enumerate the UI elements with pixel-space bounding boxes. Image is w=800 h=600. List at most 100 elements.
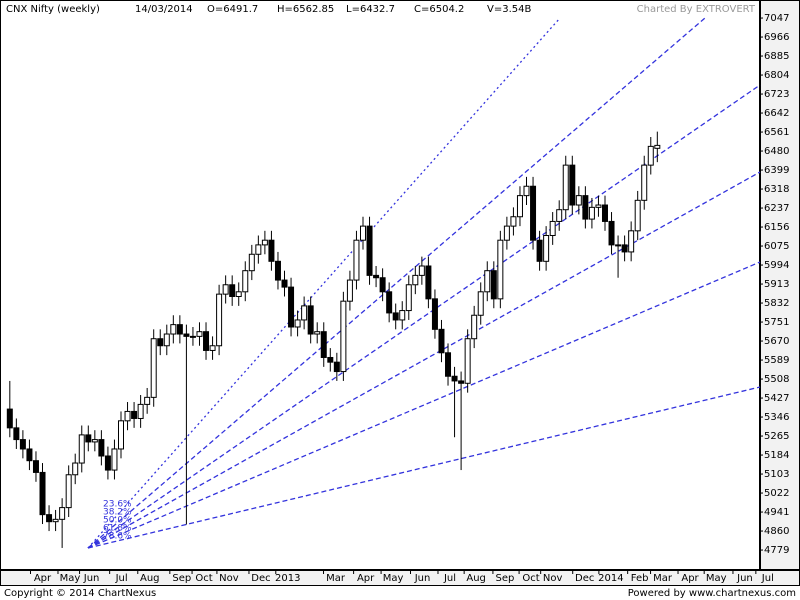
x-tick-label: Aug [140, 573, 160, 584]
candle-body [6, 408, 13, 429]
x-tick-label: Nov [219, 573, 239, 584]
y-tick-label: 5103 [764, 469, 789, 480]
x-tick-label: Mar [326, 573, 346, 584]
y-tick-label: 6561 [764, 127, 789, 138]
candle-body [608, 220, 615, 246]
x-tick-label: Oct [195, 573, 212, 584]
candle-body [196, 331, 203, 337]
y-tick-label: 5346 [764, 412, 789, 423]
candle-body [189, 335, 196, 338]
candle-body [556, 209, 563, 222]
candle-body [294, 319, 301, 328]
candle-body [569, 164, 576, 206]
candle-body [320, 331, 327, 358]
candle-body [333, 361, 340, 373]
candle-body [647, 145, 654, 166]
candle-body [26, 448, 33, 462]
candle-body [268, 239, 275, 262]
candle-body [117, 420, 124, 450]
candle-body [176, 324, 183, 335]
fan-label: 38.2% [103, 508, 132, 518]
candle-body [255, 244, 262, 255]
info-open: O=6491.7 [207, 4, 258, 15]
candle-body [209, 345, 216, 351]
candle-body [340, 300, 347, 373]
y-tick-label: 7047 [764, 13, 789, 24]
info-close: C=6504.2 [414, 4, 464, 15]
candle-body [137, 403, 144, 419]
x-tick-label: Feb [631, 573, 649, 584]
candle-body [510, 216, 517, 227]
candle-body [144, 396, 151, 405]
y-tick-label: 6966 [764, 32, 789, 43]
candle-body [562, 164, 569, 211]
x-tick-label: 2014 [598, 573, 623, 584]
candle-body [386, 291, 393, 314]
y-tick-label: 5589 [764, 355, 789, 366]
candle-body [359, 225, 366, 241]
candle-body [412, 274, 419, 286]
y-tick-label: 5265 [764, 431, 789, 442]
info-volume: V=3.54B [487, 4, 531, 15]
x-tick-label: Mar [653, 573, 673, 584]
footer-right: Powered by www.chartnexus.com [628, 588, 796, 599]
y-tick-label: 4779 [764, 545, 789, 556]
candle-body [530, 185, 537, 241]
x-tick-label: Jul [761, 573, 774, 584]
candle-body [458, 380, 465, 384]
candle-body [346, 279, 353, 302]
candle-body [222, 284, 229, 295]
candle-body [131, 410, 138, 419]
candle-body [503, 225, 510, 241]
candle-body [379, 277, 386, 293]
candle-body [91, 439, 98, 443]
candle-body [628, 230, 635, 253]
x-tick-label: Sep [495, 573, 514, 584]
y-tick-label: 6885 [764, 51, 789, 62]
candle-body [274, 260, 281, 281]
candle-body [588, 206, 595, 220]
candle-body [124, 410, 131, 422]
candles [6, 131, 661, 548]
y-tick-label: 6642 [764, 108, 789, 119]
y-tick-label: 5022 [764, 488, 789, 499]
info-date: 14/03/2014 [135, 4, 193, 15]
x-tick-label: May [60, 573, 81, 584]
y-tick-label: 6804 [764, 70, 789, 81]
candle-body [248, 253, 255, 272]
candle-body [150, 338, 157, 398]
candle-body [373, 274, 380, 279]
candle-body [46, 514, 53, 523]
candle-body [431, 298, 438, 330]
y-tick-label: 6237 [764, 203, 789, 214]
candle-body [582, 195, 589, 220]
candle-body [549, 220, 556, 237]
fan-line [87, 17, 561, 549]
candle-body [39, 471, 46, 516]
x-tick-label: Jun [414, 573, 431, 584]
footer-left: Copyright © 2014 ChartNexus [4, 588, 156, 599]
watermark: Charted By EXTROVERT [637, 4, 756, 15]
y-tick-label: 5751 [764, 317, 789, 328]
candle-body [13, 427, 20, 441]
candle-body [490, 270, 497, 300]
fan-label: 61.8% [103, 524, 132, 534]
candle-body [634, 199, 641, 232]
x-tick-label: Jul [443, 573, 456, 584]
candle-body [314, 331, 321, 335]
x-tick-label: Jun [736, 573, 753, 584]
candle-body [425, 265, 432, 300]
candle-body [59, 507, 66, 520]
candle-body [19, 439, 26, 450]
candle-body [216, 293, 223, 347]
candle-body [405, 284, 412, 312]
candle-body [301, 305, 308, 321]
chart-title: CNX Nifty (weekly) [6, 4, 100, 15]
fan-line [87, 386, 761, 549]
candle-body [621, 244, 628, 253]
x-tick-label: Oct [522, 573, 539, 584]
y-tick-label: 6318 [764, 184, 789, 195]
fan-label: 23.6% [103, 500, 132, 510]
